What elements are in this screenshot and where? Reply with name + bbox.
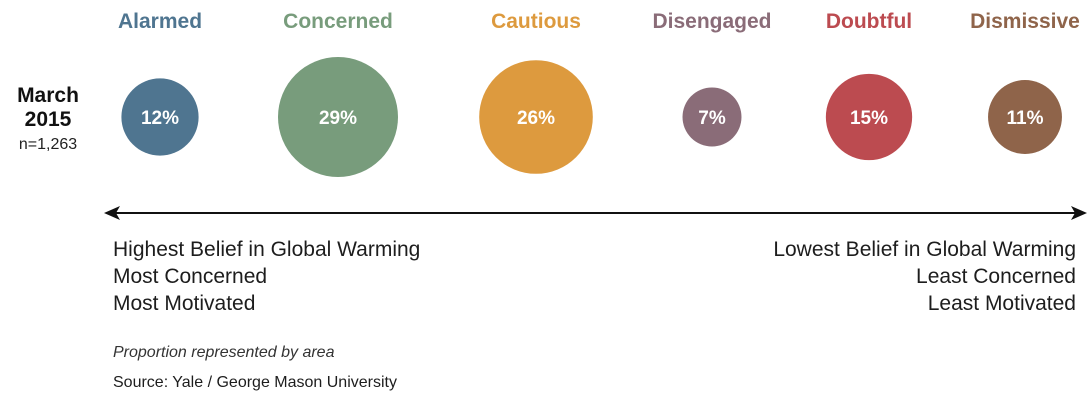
bubble-concerned xyxy=(278,57,398,177)
segment-label-dismissive: Dismissive xyxy=(970,10,1080,33)
value-label-alarmed: 12% xyxy=(141,108,179,129)
period-month: March xyxy=(17,84,79,107)
source-credit: Source: Yale / George Mason University xyxy=(113,374,397,391)
value-label-cautious: 26% xyxy=(517,108,555,129)
belief-axis xyxy=(104,206,1087,220)
arrow-left-icon xyxy=(104,206,120,220)
bubble-dismissive xyxy=(988,80,1062,154)
left-label-belief: Highest Belief in Global Warming xyxy=(113,238,421,261)
value-label-disengaged: 7% xyxy=(698,108,726,129)
segment-label-cautious: Cautious xyxy=(491,10,581,33)
right-label-motivation: Least Motivated xyxy=(927,292,1076,315)
left-label-motivation: Most Motivated xyxy=(113,292,256,315)
right-label-belief: Lowest Belief in Global Warming xyxy=(773,238,1076,261)
value-label-dismissive: 11% xyxy=(1007,108,1044,129)
value-label-concerned: 29% xyxy=(319,108,357,129)
bubble-alarmed xyxy=(121,78,199,156)
segment-label-concerned: Concerned xyxy=(283,10,393,33)
period-label: March 2015 n=1,263 xyxy=(0,84,96,156)
axis-left-description: Highest Belief in Global Warming Most Co… xyxy=(113,236,420,317)
sample-size: n=1,263 xyxy=(18,136,78,153)
area-note: Proportion represented by area xyxy=(113,344,335,361)
left-label-concern: Most Concerned xyxy=(113,265,268,288)
segment-label-alarmed: Alarmed xyxy=(118,10,202,33)
bubble-cautious xyxy=(479,60,593,174)
period-year: 2015 xyxy=(24,108,72,131)
right-label-concern: Least Concerned xyxy=(916,265,1076,288)
value-label-doubtful: 15% xyxy=(850,108,888,129)
bubble-layer: Alarmed 12% Concerned 29% Cautious 26% Disenga… xyxy=(118,10,1080,177)
bubble-doubtful xyxy=(825,73,913,161)
segment-label-disengaged: Disengaged xyxy=(652,10,771,33)
bubble-disengaged xyxy=(682,87,742,147)
arrow-right-icon xyxy=(1071,206,1087,220)
segment-label-doubtful: Doubtful xyxy=(826,10,912,33)
axis-right-description: Lowest Belief in Global Warming Least Co… xyxy=(773,236,1076,317)
